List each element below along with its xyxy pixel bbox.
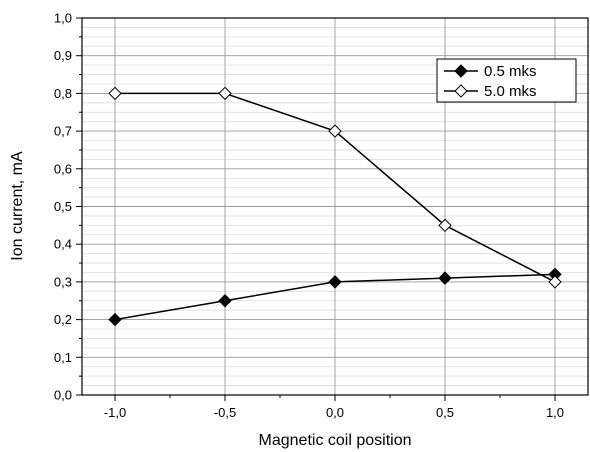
- data-point-series-0: [328, 275, 342, 289]
- axis-ticks: 0,0 0,1 0,2 0,3 0,4 0,5 0,6 0,7 0,8 0,9 1,0 -1,0 -0,…: [54, 11, 564, 421]
- y-tick-label: 0,7: [54, 124, 72, 139]
- data-point-series-0: [438, 271, 452, 285]
- x-tick-label: 0,5: [436, 405, 454, 420]
- legend-label-0: 0.5 mks: [484, 63, 537, 80]
- legend-marker-0: [454, 64, 468, 78]
- x-tick-label: -0,5: [214, 405, 236, 420]
- y-tick-label: 0,6: [54, 161, 72, 176]
- data-point-series-1: [218, 86, 232, 101]
- y-tick-label: 0,5: [54, 199, 72, 214]
- y-axis-title: Ion current, mA: [9, 151, 26, 261]
- data-point-series-1: [108, 86, 122, 101]
- data-point-series-1: [548, 275, 562, 289]
- series-layer: [108, 86, 562, 327]
- data-point-series-1: [328, 124, 342, 138]
- data-point-series-0: [218, 294, 232, 308]
- data-point-series-1: [438, 218, 452, 233]
- x-tick-label: -1,0: [104, 405, 126, 420]
- grid: [82, 18, 588, 395]
- y-tick-label: 0,2: [54, 312, 72, 327]
- data-point-series-0: [108, 312, 122, 327]
- legend-marker-1: [454, 84, 468, 98]
- y-tick-label: 1,0: [54, 11, 72, 26]
- legend-label-1: 5.0 mks: [484, 83, 537, 100]
- y-tick-label: 0,8: [54, 86, 72, 101]
- y-tick-label: 0,1: [54, 350, 72, 365]
- y-tick-label: 0,0: [54, 388, 72, 403]
- y-tick-label: 0,9: [54, 48, 72, 63]
- legend: 0.5 mks 5.0 mks: [436, 58, 577, 103]
- x-axis-title: Magnetic coil position: [259, 432, 412, 449]
- x-tick-label: 1,0: [546, 405, 564, 420]
- y-tick-label: 0,4: [54, 237, 72, 252]
- x-tick-label: 0,0: [326, 405, 344, 420]
- y-tick-label: 0,3: [54, 274, 72, 289]
